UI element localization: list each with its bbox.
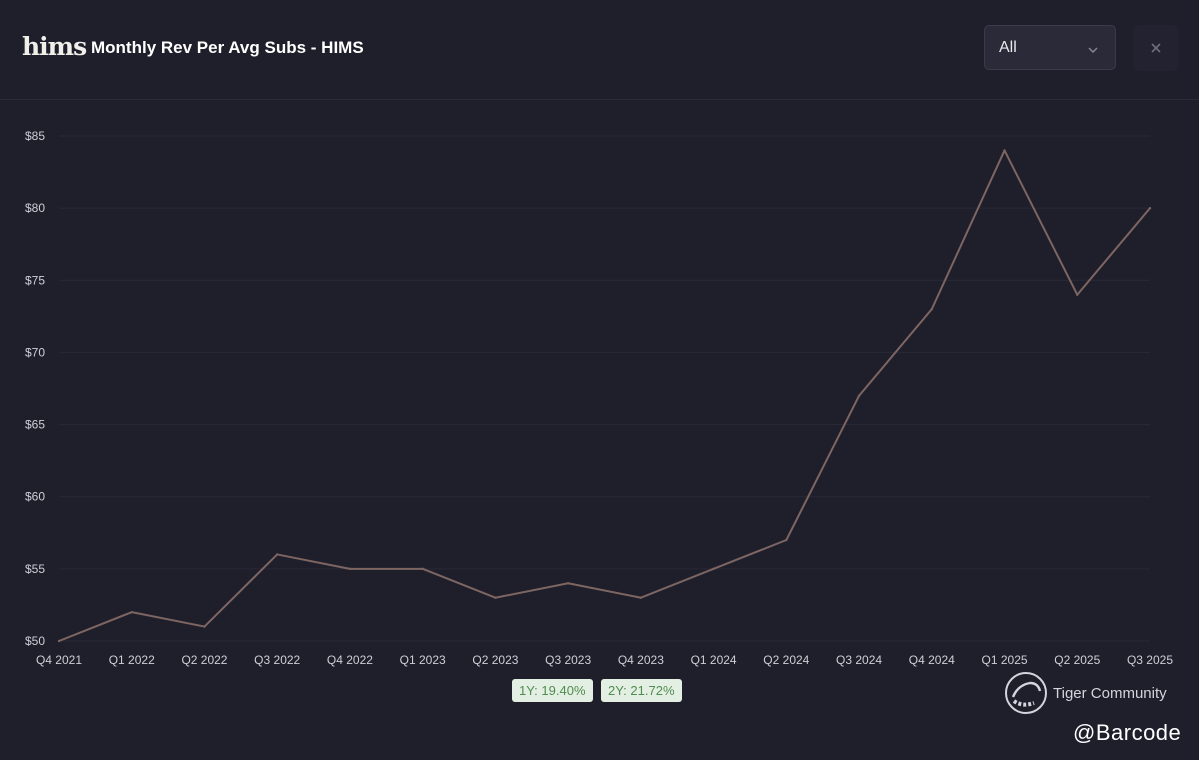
x-tick-label: Q2 2025: [1054, 653, 1100, 667]
x-tick-label: Q1 2024: [691, 653, 737, 667]
data-point[interactable]: [276, 553, 279, 556]
data-point[interactable]: [930, 307, 933, 311]
data-point[interactable]: [1076, 293, 1079, 296]
data-point[interactable]: [494, 596, 497, 599]
tiger-logo-icon: [1005, 672, 1047, 714]
watermark-handle: @Barcode: [1073, 720, 1182, 745]
x-tick-label: Q1 2022: [109, 653, 155, 667]
close-icon: [1151, 43, 1161, 53]
y-tick-label: $50: [25, 634, 45, 648]
data-point[interactable]: [785, 538, 788, 542]
x-tick-label: Q2 2023: [472, 653, 518, 667]
badge-1y: 1Y: 19.40%: [512, 679, 593, 702]
data-point[interactable]: [712, 567, 715, 571]
data-point[interactable]: [1003, 149, 1006, 152]
hims-logo: hims: [22, 32, 87, 61]
data-point[interactable]: [130, 610, 133, 614]
period-select-value: All: [999, 39, 1017, 56]
y-tick-label: $65: [25, 418, 45, 432]
y-tick-label: $60: [25, 490, 45, 504]
y-tick-label: $70: [25, 345, 45, 359]
x-tick-label: Q1 2023: [400, 653, 446, 667]
y-tick-label: $85: [25, 129, 45, 143]
badge-2y: 2Y: 21.72%: [601, 679, 682, 702]
data-point[interactable]: [348, 567, 352, 571]
panel-header: hims Monthly Rev Per Avg Subs - HIMS All: [0, 0, 1199, 100]
y-tick-label: $55: [25, 562, 45, 576]
period-select[interactable]: All: [984, 25, 1116, 70]
line-chart: $50 $55 $60 $65 $70 $75 $80 $85 Q4 2021 Q1 2022 Q2…: [25, 129, 1173, 667]
close-button[interactable]: [1133, 25, 1179, 71]
x-tick-label: Q2 2024: [763, 653, 809, 667]
x-tick-label: Q3 2025: [1127, 653, 1173, 667]
x-tick-label: Q2 2022: [181, 653, 227, 667]
x-tick-label: Q4 2023: [618, 653, 664, 667]
x-tick-label: Q3 2023: [545, 653, 591, 667]
series-line: [58, 149, 1151, 642]
data-point[interactable]: [566, 582, 570, 585]
data-point[interactable]: [421, 567, 424, 571]
chart-title: Monthly Rev Per Avg Subs - HIMS: [91, 38, 364, 57]
data-point[interactable]: [203, 625, 206, 628]
data-point[interactable]: [1148, 206, 1152, 210]
data-point[interactable]: [857, 394, 861, 397]
x-tick-label: Q1 2025: [982, 653, 1028, 667]
y-tick-label: $75: [25, 273, 45, 287]
x-tick-label: Q3 2022: [254, 653, 300, 667]
data-point[interactable]: [57, 639, 61, 643]
x-tick-label: Q4 2021: [36, 653, 82, 667]
x-tick-label: Q4 2024: [909, 653, 955, 667]
watermark-brand: Tiger Community: [1053, 685, 1167, 702]
data-point[interactable]: [639, 596, 643, 599]
x-tick-label: Q4 2022: [327, 653, 373, 667]
chevron-down-icon: [1087, 42, 1099, 60]
y-tick-label: $80: [25, 201, 45, 215]
x-tick-label: Q3 2024: [836, 653, 882, 667]
